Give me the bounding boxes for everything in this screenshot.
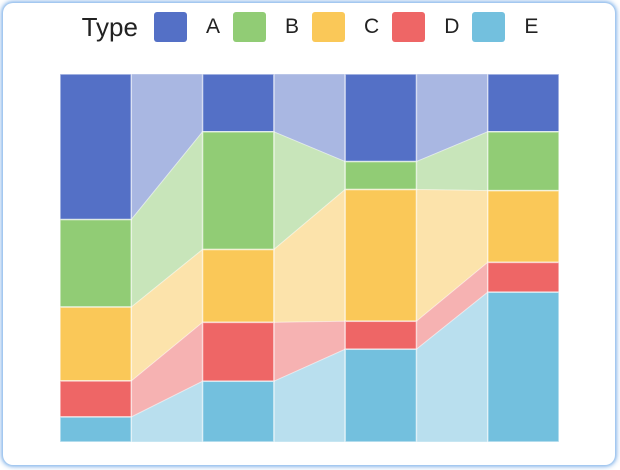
bar3-segment-C[interactable] <box>344 188 418 323</box>
bar4-segment-A[interactable] <box>486 73 560 133</box>
legend-swatch-E <box>472 12 506 42</box>
legend-item-C[interactable]: C <box>312 12 379 42</box>
bar1-segment-B[interactable] <box>59 218 133 308</box>
legend-item-E[interactable]: E <box>472 12 538 42</box>
bar4-segment-B[interactable] <box>486 131 560 192</box>
legend-item-D[interactable]: D <box>392 12 459 42</box>
bar2-segment-A[interactable] <box>201 73 275 133</box>
legend-item-A[interactable]: A <box>153 12 220 42</box>
legend-swatch-B <box>233 12 266 42</box>
bar2-segment-C[interactable] <box>201 248 275 324</box>
legend-item-B[interactable]: B <box>233 12 299 42</box>
bar3-segment-D[interactable] <box>344 320 418 351</box>
legend-item-label: E <box>524 15 539 38</box>
legend-item-label: D <box>444 15 460 38</box>
bar1-segment-D[interactable] <box>59 380 133 418</box>
legend-item-label: B <box>285 15 300 38</box>
bar4-segment-D[interactable] <box>486 261 560 293</box>
bar3-segment-A[interactable] <box>344 73 418 163</box>
legend: Type A B C D E <box>0 11 620 43</box>
legend-item-label: C <box>364 15 380 38</box>
bar3-segment-E[interactable] <box>344 348 418 443</box>
legend-items: A B C D E <box>153 12 538 42</box>
bar4-segment-E[interactable] <box>486 291 560 443</box>
bar4-segment-C[interactable] <box>486 189 560 264</box>
legend-swatch-D <box>392 12 426 42</box>
legend-swatch-C <box>312 12 346 42</box>
bar1-segment-A[interactable] <box>59 73 133 221</box>
bar2-segment-E[interactable] <box>201 380 275 443</box>
bar3-segment-B[interactable] <box>344 160 418 191</box>
bar2-segment-D[interactable] <box>201 321 275 383</box>
legend-item-label: A <box>205 15 220 38</box>
bar2-segment-B[interactable] <box>201 131 275 251</box>
legend-swatch-A <box>153 12 187 42</box>
bar1-segment-C[interactable] <box>59 306 133 382</box>
bar1-segment-E[interactable] <box>59 416 133 443</box>
legend-title: Type <box>81 12 138 42</box>
